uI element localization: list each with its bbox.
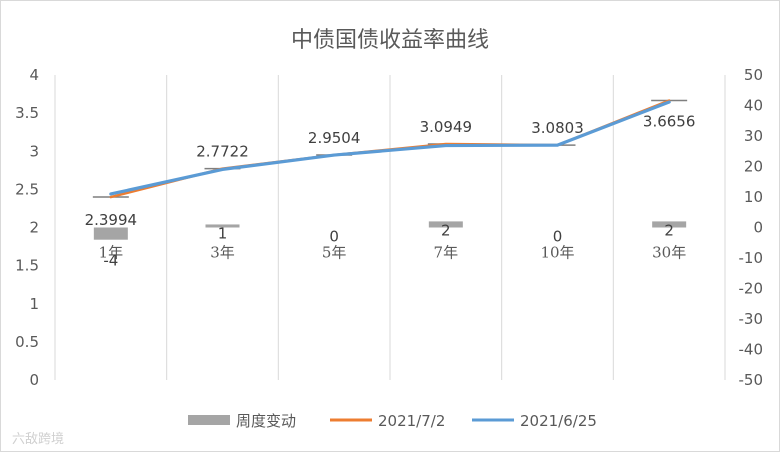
right-tick-label: 40 (744, 97, 763, 115)
line-data-label-5: 3.6656 (643, 112, 696, 130)
bar-data-label-0: -4 (103, 252, 118, 270)
bar-data-label-1: 1 (218, 224, 228, 242)
right-tick-label: 30 (744, 127, 763, 145)
category-label-3: 7年 (434, 244, 459, 262)
left-tick-label: 0.5 (15, 333, 39, 351)
left-tick-label: 3 (29, 142, 39, 160)
chart-title: 中债国债收益率曲线 (291, 28, 489, 53)
left-tick-label: 1.5 (15, 257, 39, 275)
right-tick-label: 50 (744, 66, 763, 84)
bar-data-label-5: 2 (664, 221, 674, 239)
left-tick-label: 2.5 (15, 180, 39, 198)
right-tick-label: -50 (739, 371, 764, 389)
category-label-5: 30年 (652, 244, 686, 262)
right-tick-label: -40 (739, 341, 764, 359)
bar-1 (205, 224, 240, 228)
category-label-2: 5年 (322, 244, 347, 262)
right-tick-label: 10 (744, 188, 763, 206)
watermark: 六敌跨境 (12, 432, 64, 447)
right-tick-label: -20 (739, 280, 764, 298)
left-axis: 0 0.5 1 1.5 2 2.5 3 3.5 4 (15, 66, 39, 389)
legend-label-0702: 2021/7/2 (378, 412, 445, 430)
line-data-label-4: 3.0803 (531, 119, 584, 137)
category-label-4: 10年 (540, 244, 574, 262)
bar-data-label-4: 0 (553, 228, 563, 246)
category-label-1: 3年 (210, 244, 235, 262)
category-labels: 1年 3年 5年 7年 10年 30年 (99, 244, 687, 262)
left-tick-label: 1 (29, 295, 39, 313)
line-data-label-1: 2.7722 (196, 143, 249, 161)
bar-data-label-3: 2 (441, 221, 451, 239)
line-series (92, 99, 688, 199)
left-tick-label: 2 (29, 219, 39, 237)
line-data-label-0: 2.3994 (85, 211, 138, 229)
left-tick-label: 3.5 (15, 104, 39, 122)
legend-label-0625: 2021/6/25 (520, 412, 597, 430)
bar-data-label-2: 0 (329, 228, 339, 246)
bar-series (93, 221, 687, 240)
legend-label-bar: 周度变动 (236, 412, 296, 430)
right-tick-label: -10 (739, 249, 764, 267)
category-label-0: 1年 (99, 244, 124, 262)
series-line-1 (109, 100, 671, 196)
bar-3 (428, 221, 463, 228)
line-data-label-2: 2.9504 (308, 129, 361, 147)
right-tick-label: 0 (753, 219, 763, 237)
right-axis: -50 -40 -30 -20 -10 0 10 20 30 40 50 (739, 66, 764, 389)
left-tick-label: 4 (29, 66, 39, 84)
gridlines (54, 75, 726, 380)
left-tick-label: 0 (29, 371, 39, 389)
line-data-label-3: 3.0949 (420, 118, 473, 136)
bar-0 (93, 227, 128, 240)
right-tick-label: 20 (744, 158, 763, 176)
right-tick-label: -30 (739, 310, 764, 328)
legend-swatch-bar (188, 415, 230, 425)
bar-5 (652, 221, 687, 228)
legend: 周度变动 2021/7/2 2021/6/25 (188, 412, 597, 430)
